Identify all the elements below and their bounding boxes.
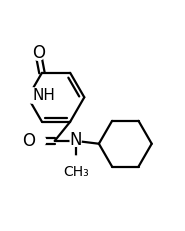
Circle shape <box>68 156 83 171</box>
Circle shape <box>70 135 81 146</box>
Text: CH₃: CH₃ <box>63 164 88 179</box>
Text: N: N <box>70 131 82 149</box>
Circle shape <box>25 88 40 103</box>
Text: NH: NH <box>32 88 55 103</box>
Text: O: O <box>23 132 36 150</box>
Circle shape <box>33 134 46 147</box>
Circle shape <box>32 47 45 60</box>
Text: O: O <box>32 44 45 62</box>
